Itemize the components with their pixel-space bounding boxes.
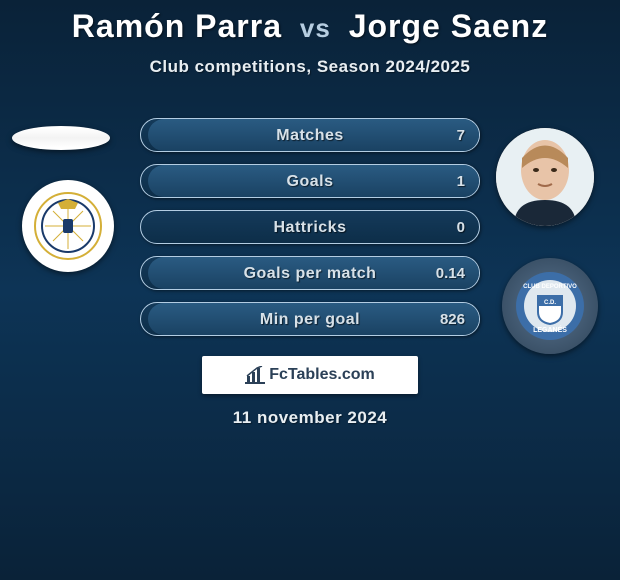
player1-club-badge	[22, 180, 114, 272]
stat-label: Goals per match	[141, 257, 479, 291]
stat-value-right: 0.14	[436, 257, 465, 291]
player2-club-badge: CLUB DEPORTIVO LEGANÉS C.D.	[502, 258, 598, 354]
stat-bar: Hattricks0	[140, 210, 480, 244]
player1-avatar-placeholder	[12, 126, 110, 150]
stat-bar: Goals1	[140, 164, 480, 198]
real-madrid-crest-icon	[33, 191, 103, 261]
svg-text:CLUB DEPORTIVO: CLUB DEPORTIVO	[523, 284, 577, 290]
stat-bar: Min per goal826	[140, 302, 480, 336]
leganes-crest-icon: CLUB DEPORTIVO LEGANÉS C.D.	[514, 270, 586, 342]
stat-bar: Goals per match0.14	[140, 256, 480, 290]
stat-label: Matches	[141, 119, 479, 153]
stats-bars: Matches7Goals1Hattricks0Goals per match0…	[140, 118, 480, 348]
svg-text:LEGANÉS: LEGANÉS	[533, 325, 567, 334]
stat-label: Hattricks	[141, 211, 479, 245]
vs-label: vs	[300, 13, 331, 43]
stat-value-right: 826	[440, 303, 465, 337]
page-title: Ramón Parra vs Jorge Saenz	[0, 0, 620, 45]
stat-label: Min per goal	[141, 303, 479, 337]
stat-label: Goals	[141, 165, 479, 199]
stat-bar: Matches7	[140, 118, 480, 152]
branding-text: FcTables.com	[269, 366, 375, 384]
comparison-infographic: Ramón Parra vs Jorge Saenz Club competit…	[0, 0, 620, 580]
stat-value-right: 0	[457, 211, 465, 245]
subtitle: Club competitions, Season 2024/2025	[0, 57, 620, 77]
date-label: 11 november 2024	[0, 408, 620, 428]
svg-text:C.D.: C.D.	[544, 300, 556, 306]
bar-chart-icon	[245, 366, 265, 384]
face-icon	[496, 128, 594, 226]
branding-box: FcTables.com	[202, 356, 418, 394]
stat-value-right: 7	[457, 119, 465, 153]
player2-name: Jorge Saenz	[349, 8, 549, 44]
player2-avatar	[496, 128, 594, 226]
player1-name: Ramón Parra	[72, 8, 282, 44]
stat-value-right: 1	[457, 165, 465, 199]
